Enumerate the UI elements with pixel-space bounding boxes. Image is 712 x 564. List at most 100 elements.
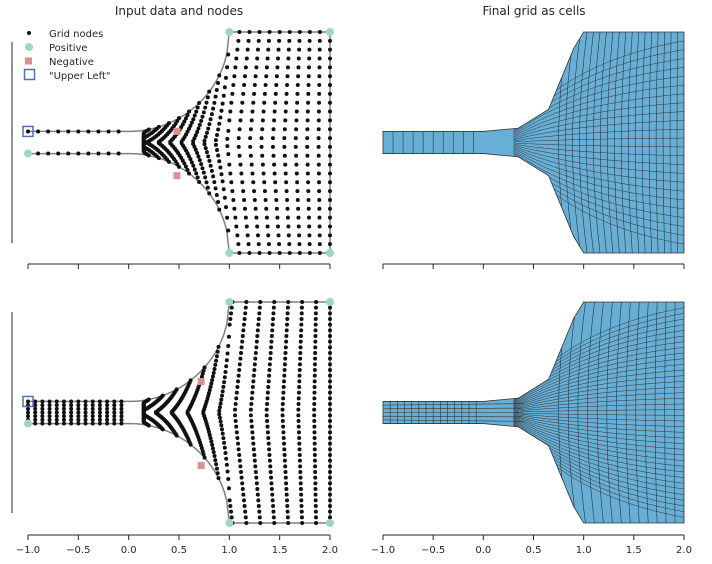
grid-node [202, 138, 207, 143]
grid-node [112, 406, 117, 411]
grid-node [236, 38, 241, 43]
grid-node [83, 403, 88, 408]
grid-node [46, 129, 51, 134]
grid-node [297, 251, 302, 255]
grid-node [312, 419, 317, 423]
grid-node [236, 136, 241, 141]
grid-node [54, 410, 59, 415]
grid-node [241, 322, 246, 327]
grid-line [641, 32, 646, 253]
grid-node [26, 410, 30, 415]
grid-node [275, 65, 280, 70]
grid-node [271, 127, 276, 132]
grid-node [217, 415, 222, 420]
grid-node [296, 56, 301, 61]
grid-node [214, 462, 219, 467]
grid-node [246, 38, 251, 43]
x-tick-label: −0.5 [421, 545, 445, 556]
grid-node [207, 158, 212, 163]
grid-node [225, 469, 230, 474]
grid-node [328, 109, 332, 114]
grid-node [226, 486, 231, 491]
grid-node [69, 403, 74, 408]
grid-node [217, 408, 222, 413]
grid-node [295, 189, 300, 194]
grid-node [33, 399, 38, 404]
grid-node [262, 91, 267, 96]
grid-node [112, 414, 117, 419]
grid-node [257, 305, 262, 310]
grid-node [285, 65, 290, 70]
grid-node [328, 65, 332, 70]
grid-node [255, 334, 260, 338]
grid-node [299, 509, 304, 514]
grid-node [46, 151, 51, 156]
grid-node [273, 189, 278, 194]
grid-node [295, 180, 300, 185]
grid-node [216, 153, 221, 158]
grid-node [239, 171, 244, 176]
grid-node [260, 127, 265, 132]
grid-node [282, 136, 287, 141]
grid-node [76, 421, 81, 426]
grid-line [676, 32, 678, 253]
grid-node [317, 251, 322, 255]
grid-node [90, 417, 95, 422]
grid-node [253, 470, 258, 474]
grid-line [513, 420, 684, 478]
grid-node [280, 413, 285, 418]
grid-node [274, 74, 279, 79]
grid-line [654, 302, 658, 523]
grid-node [211, 174, 216, 179]
grid-node [240, 180, 245, 185]
grid-node [328, 189, 332, 194]
grid-node [266, 47, 271, 52]
panel-input-nodes-top [11, 28, 334, 269]
grid-node [224, 462, 229, 467]
grid-node [195, 105, 200, 110]
grid-node [328, 413, 332, 418]
grid-line [513, 352, 684, 406]
grid-node [262, 189, 267, 194]
grid-node [282, 379, 287, 384]
grid-node [283, 118, 288, 123]
grid-node [90, 421, 95, 426]
grid-node [285, 311, 290, 316]
grid-node [226, 128, 231, 133]
grid-node [222, 380, 227, 385]
grid-node [328, 144, 332, 149]
grid-node [270, 144, 275, 149]
grid-node [296, 396, 301, 401]
grid-node [296, 224, 301, 229]
grid-node [272, 521, 277, 525]
grid-line [662, 32, 666, 253]
grid-node [295, 100, 300, 105]
grid-node [214, 466, 219, 471]
grid-node [328, 153, 332, 158]
grid-node [252, 197, 257, 202]
grid-line [513, 403, 684, 412]
grid-node [197, 179, 202, 184]
grid-node [251, 379, 256, 384]
grid-node [271, 515, 276, 520]
grid-node [272, 300, 277, 304]
grid-node [257, 311, 262, 316]
grid-line [513, 93, 684, 137]
grid-line [513, 419, 684, 473]
grid-node [236, 373, 241, 378]
grid-node [265, 56, 270, 61]
grid-node [328, 351, 332, 355]
grid-node [328, 118, 332, 123]
grid-node [296, 390, 301, 395]
grid-node [209, 112, 214, 117]
grid-node [260, 153, 265, 158]
grid-node [243, 515, 248, 520]
grid-node [256, 317, 261, 321]
grid-node [96, 129, 101, 134]
grid-node [105, 414, 110, 419]
grid-node [116, 151, 121, 156]
grid-node [312, 373, 317, 378]
grid-node [328, 362, 332, 367]
grid-node [229, 509, 234, 514]
grid-node [293, 144, 298, 149]
